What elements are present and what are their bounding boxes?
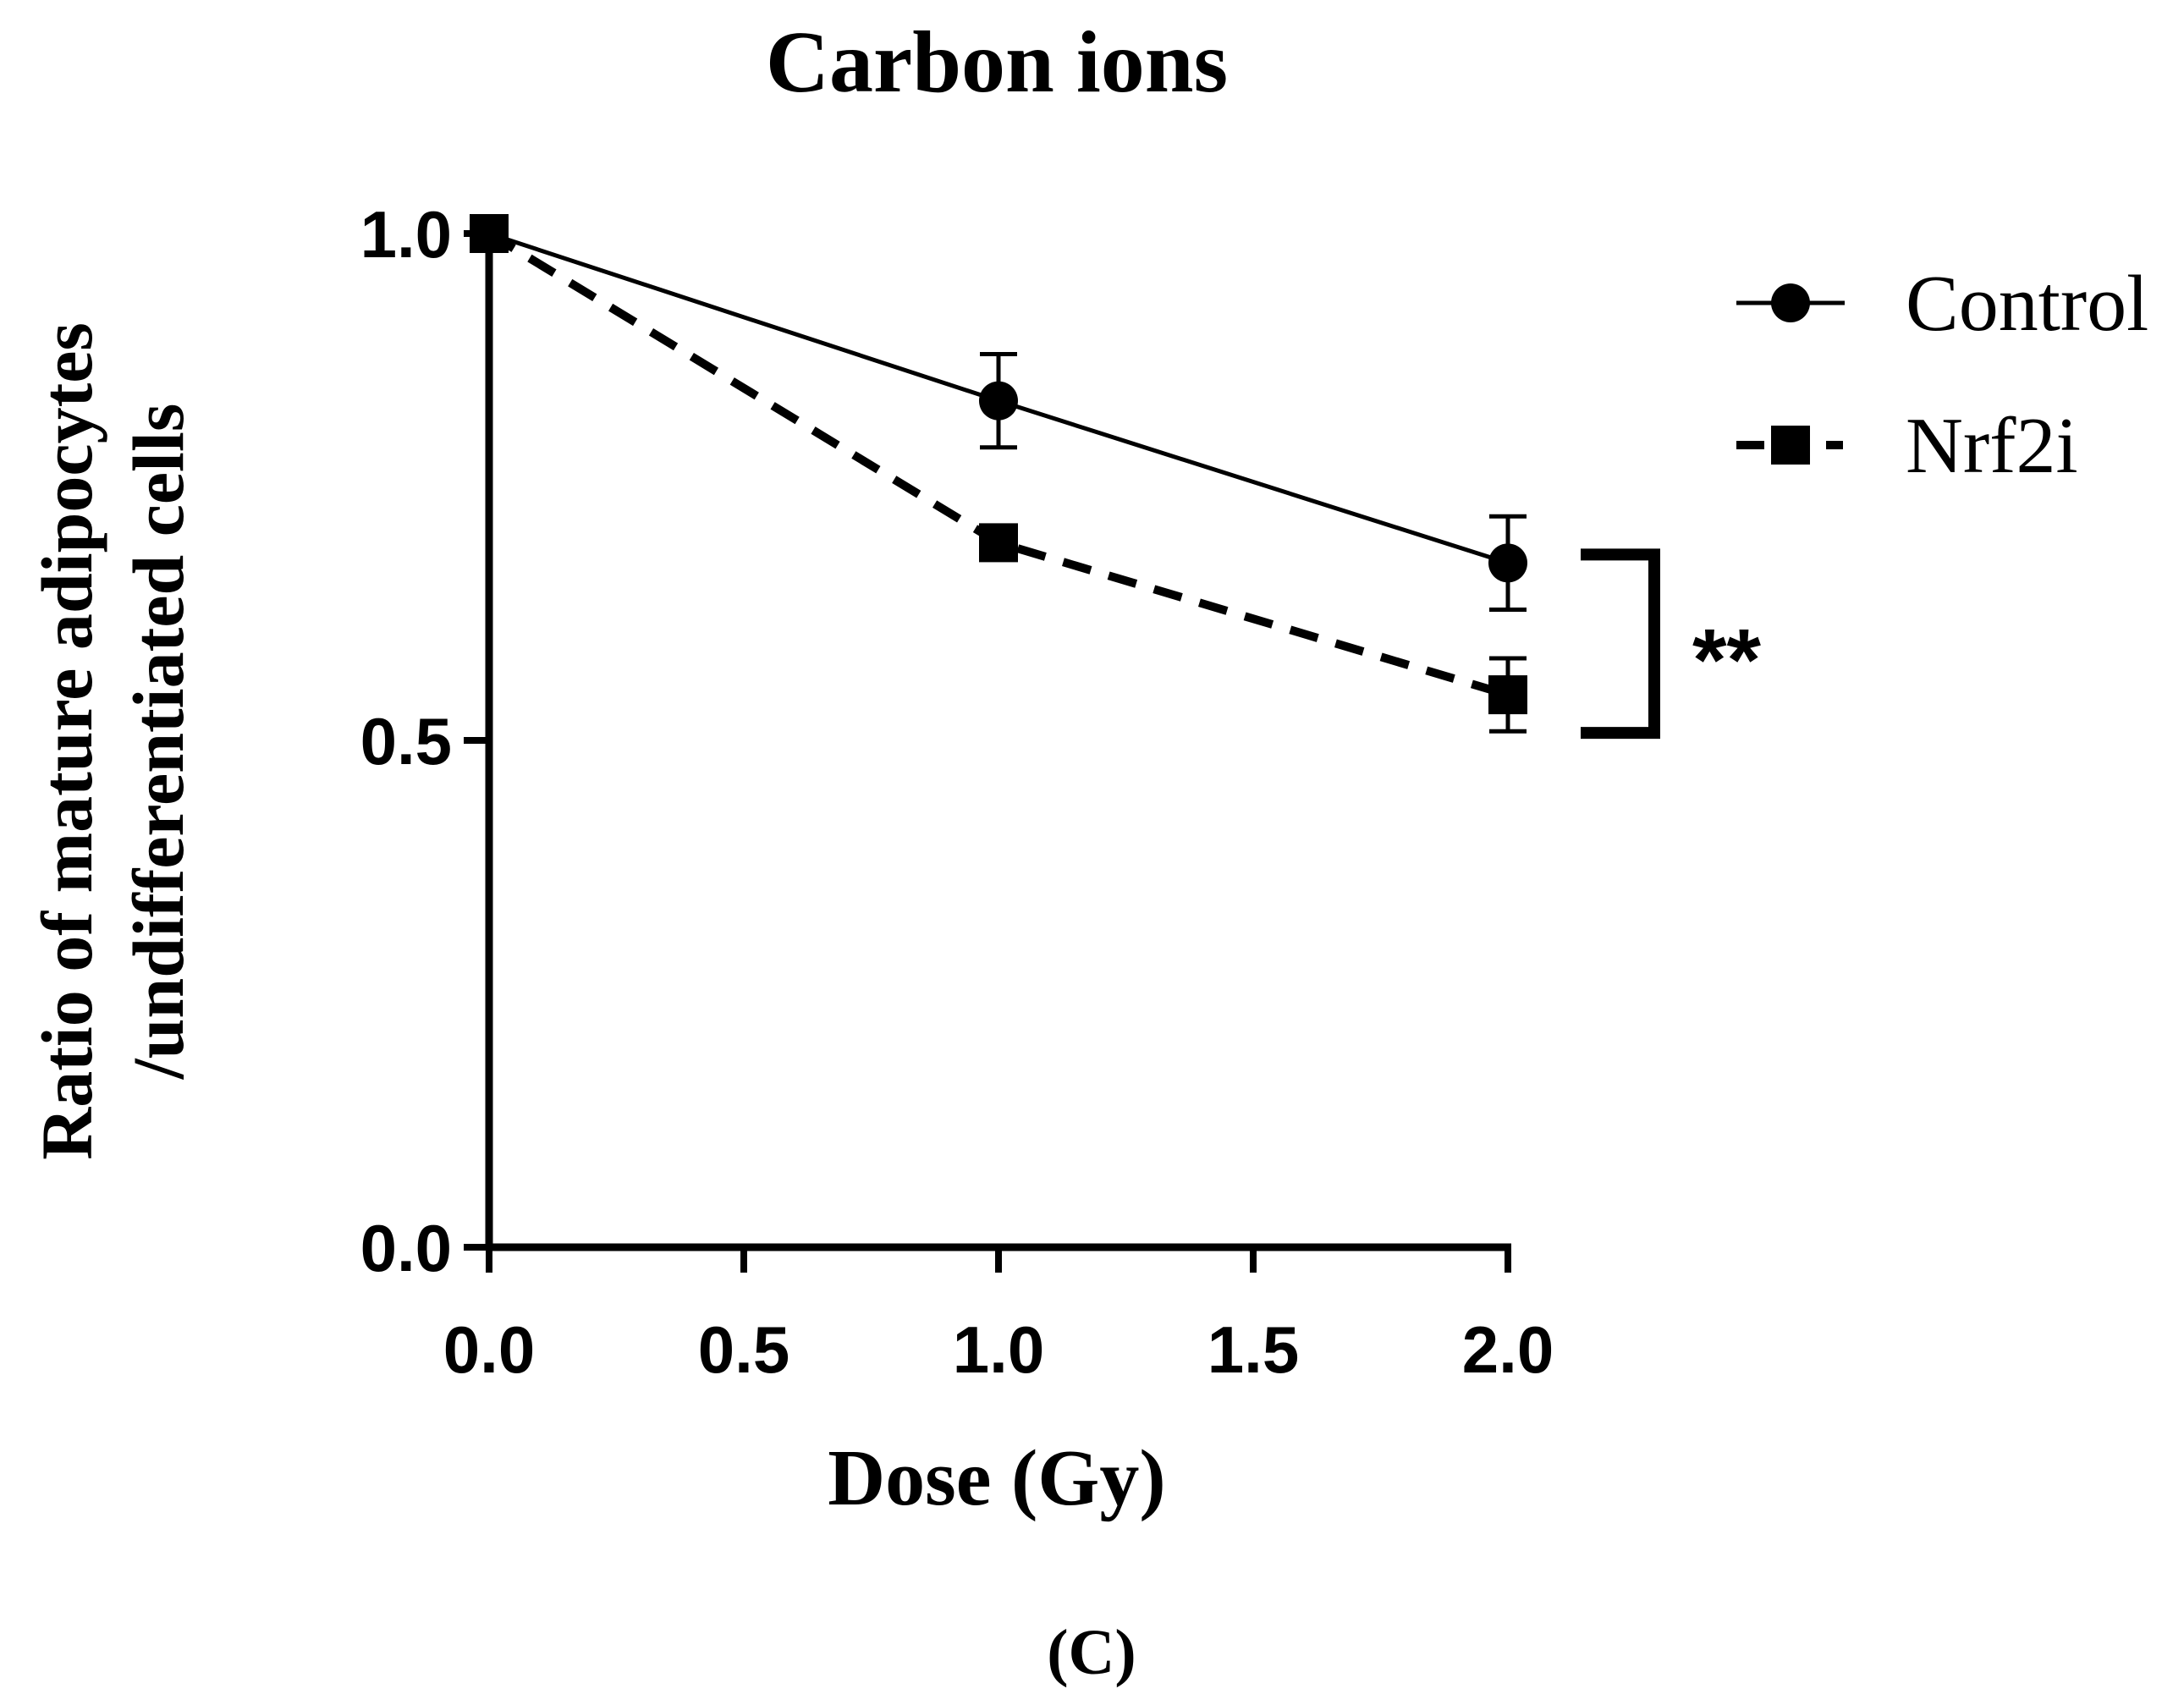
y-tick-label: 0.0 — [360, 1211, 452, 1285]
y-axis-label: Ratio of mature adipocytes /undifferenti… — [26, 322, 199, 1160]
legend-marker — [1771, 426, 1810, 465]
y-tick-label: 1.0 — [360, 197, 452, 272]
y-tick-label: 0.5 — [360, 704, 452, 778]
plot-area: 0.0 0.5 1.0 1.5 2.0 0.0 0.5 1.0 — [360, 197, 1554, 1387]
significance-bracket — [1581, 548, 1660, 740]
data-point-nrf2i — [979, 523, 1018, 563]
x-tick-label: 2.0 — [1462, 1312, 1554, 1387]
x-tick-label: 0.5 — [698, 1312, 789, 1387]
x-axis-label: Dose (Gy) — [828, 1434, 1165, 1522]
x-tick-label: 1.5 — [1208, 1312, 1299, 1387]
legend-item-nrf2i: Nrf2i — [1736, 402, 2078, 490]
y-axis-label-line-2: /undifferentiated cells — [118, 404, 199, 1081]
x-tick-label: 1.0 — [953, 1312, 1044, 1387]
series-line-nrf2i — [487, 229, 1510, 699]
legend-item-control: Control — [1736, 260, 2148, 348]
legend-label: Nrf2i — [1906, 402, 2078, 490]
data-point-control — [979, 381, 1018, 421]
legend-marker — [1771, 283, 1810, 322]
data-point-nrf2i — [470, 214, 509, 253]
panel-label: (C) — [1047, 1617, 1136, 1688]
y-axis-label-line-1: Ratio of mature adipocytes — [26, 322, 107, 1160]
significance-annotation: ** — [1581, 548, 1761, 740]
significance-stars: ** — [1692, 612, 1761, 710]
chart-title: Carbon ions — [766, 14, 1228, 111]
data-point-control — [1488, 543, 1527, 583]
data-point-nrf2i — [1488, 675, 1527, 715]
legend-label: Control — [1906, 260, 2148, 348]
x-tick-label: 0.0 — [443, 1312, 535, 1387]
legend: Control Nrf2i — [1736, 260, 2148, 490]
